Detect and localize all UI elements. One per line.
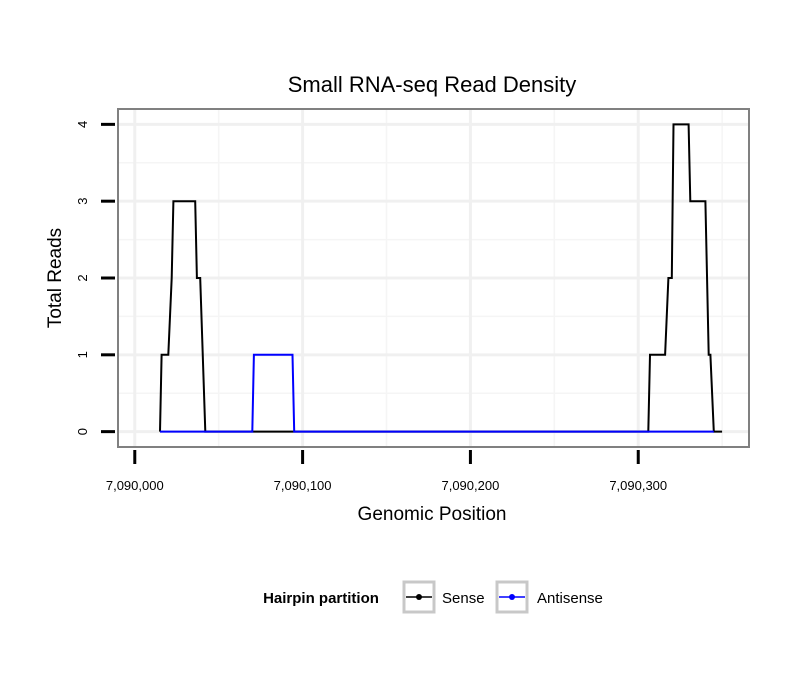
chart-title: Small RNA-seq Read Density	[288, 72, 577, 97]
x-axis-label: Genomic Position	[358, 504, 507, 525]
y-tick-label: 1	[75, 351, 90, 358]
legend-title: Hairpin partition	[263, 590, 379, 607]
panel-border	[117, 108, 750, 448]
y-tick-label: 3	[75, 198, 90, 205]
legend-label-antisense: Antisense	[537, 590, 603, 607]
x-tick-label: 7,090,000	[106, 478, 164, 493]
series-line-antisense	[160, 353, 714, 433]
y-tick-label: 0	[75, 428, 90, 435]
x-tick-label: 7,090,100	[274, 478, 332, 493]
legend-swatch-sense-point	[416, 594, 422, 600]
legend: Hairpin partition Sense Antisense	[263, 580, 603, 614]
legend-swatch-antisense-point	[509, 594, 515, 600]
plot-area: 7,090,000 7,090,100 7,090,200 7,090,300 0 1 2 3…	[75, 108, 750, 493]
y-tick-label: 2	[75, 274, 90, 281]
legend-label-sense: Sense	[442, 590, 485, 607]
y-axis-label: Total Reads	[45, 228, 66, 328]
x-tick-label: 7,090,200	[441, 478, 499, 493]
x-tick-label: 7,090,300	[609, 478, 667, 493]
y-tick-label: 4	[75, 121, 90, 128]
